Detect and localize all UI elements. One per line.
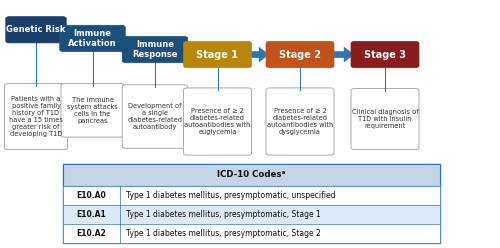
FancyBboxPatch shape bbox=[184, 88, 252, 155]
Text: Clinical diagnosis of
T1D with insulin
requirement: Clinical diagnosis of T1D with insulin r… bbox=[352, 109, 418, 129]
Text: E10.A2: E10.A2 bbox=[76, 229, 106, 238]
Text: Type 1 diabetes mellitus, presymptomatic, Stage 2: Type 1 diabetes mellitus, presymptomatic… bbox=[126, 229, 321, 238]
FancyBboxPatch shape bbox=[61, 84, 124, 137]
Text: Stage 1: Stage 1 bbox=[196, 50, 238, 60]
FancyBboxPatch shape bbox=[122, 85, 188, 148]
Text: Presence of ≥ 2
diabetes-related
autoantibodies with
dysglycemia: Presence of ≥ 2 diabetes-related autoant… bbox=[267, 108, 333, 135]
Polygon shape bbox=[249, 47, 269, 62]
FancyBboxPatch shape bbox=[62, 164, 440, 186]
FancyBboxPatch shape bbox=[62, 224, 440, 243]
Text: Type 1 diabetes mellitus, presymptomatic, unspecified: Type 1 diabetes mellitus, presymptomatic… bbox=[126, 191, 336, 200]
Polygon shape bbox=[178, 48, 187, 62]
FancyBboxPatch shape bbox=[62, 186, 440, 205]
Polygon shape bbox=[63, 31, 121, 44]
Text: E10.A0: E10.A0 bbox=[76, 191, 106, 200]
Polygon shape bbox=[122, 43, 184, 56]
FancyBboxPatch shape bbox=[351, 41, 419, 68]
FancyBboxPatch shape bbox=[6, 17, 66, 43]
Text: Stage 3: Stage 3 bbox=[364, 50, 406, 60]
Text: Type 1 diabetes mellitus, presymptomatic, Stage 1: Type 1 diabetes mellitus, presymptomatic… bbox=[126, 210, 321, 219]
Text: Immune
Response: Immune Response bbox=[132, 40, 178, 59]
FancyBboxPatch shape bbox=[266, 88, 334, 155]
FancyBboxPatch shape bbox=[184, 41, 252, 68]
Text: The immune
system attacks
cells in the
pancreas: The immune system attacks cells in the p… bbox=[67, 97, 118, 124]
Polygon shape bbox=[50, 30, 76, 38]
FancyBboxPatch shape bbox=[4, 84, 68, 150]
FancyBboxPatch shape bbox=[62, 205, 440, 224]
FancyBboxPatch shape bbox=[351, 89, 419, 150]
FancyBboxPatch shape bbox=[266, 41, 334, 68]
Text: Stage 2: Stage 2 bbox=[279, 50, 321, 60]
Text: Immune
Activation: Immune Activation bbox=[68, 29, 117, 48]
Text: Genetic Risk: Genetic Risk bbox=[6, 25, 66, 34]
Text: Presence of ≥ 2
diabetes-related
autoantibodies with
euglycemia: Presence of ≥ 2 diabetes-related autoant… bbox=[184, 108, 250, 135]
Polygon shape bbox=[332, 47, 354, 62]
FancyBboxPatch shape bbox=[122, 36, 188, 63]
Text: ICD-10 Codesᵃ: ICD-10 Codesᵃ bbox=[217, 170, 286, 180]
Text: Patients with a
positive family
history of T1D
have a 15 times
greater risk of
d: Patients with a positive family history … bbox=[9, 96, 63, 137]
FancyBboxPatch shape bbox=[60, 25, 125, 52]
Text: E10.A1: E10.A1 bbox=[76, 210, 106, 219]
Text: Development of
a single
diabetes-related
autoantibody: Development of a single diabetes-related… bbox=[128, 103, 182, 130]
FancyBboxPatch shape bbox=[62, 164, 440, 243]
